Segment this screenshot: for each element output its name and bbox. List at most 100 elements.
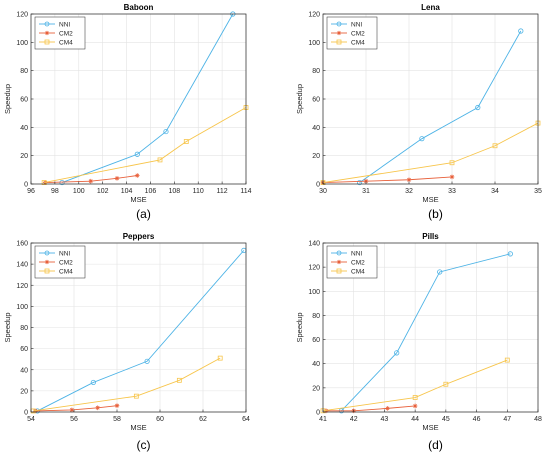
- y-tick-label: 40: [312, 125, 320, 132]
- y-tick-label: 80: [20, 68, 28, 75]
- data-point-nni: [394, 350, 400, 356]
- y-tick-label: 100: [16, 304, 28, 311]
- y-tick-label: 60: [20, 97, 28, 104]
- x-tick-label: 42: [350, 416, 358, 423]
- x-tick-label: 60: [156, 416, 164, 423]
- x-tick-label: 47: [503, 416, 511, 423]
- data-point-cm4: [449, 160, 455, 166]
- x-tick-label: 32: [405, 188, 413, 195]
- x-tick-label: 30: [319, 188, 327, 195]
- x-tick-label: 41: [319, 416, 327, 423]
- data-point-cm2: [385, 406, 390, 411]
- series-line-nni: [37, 250, 245, 412]
- data-point-nni: [134, 151, 140, 157]
- data-point-cm2: [69, 407, 75, 413]
- series-line-cm4: [322, 122, 539, 184]
- x-tick-label: 114: [240, 188, 251, 195]
- x-tick-label: 34: [491, 188, 499, 195]
- series-line-cm4: [33, 357, 221, 412]
- y-tick-label: 20: [20, 388, 28, 395]
- y-tick-label: 60: [312, 337, 320, 344]
- y-tick-label: 80: [312, 68, 320, 75]
- x-tick-label: 64: [242, 416, 250, 423]
- x-tick-label: 62: [199, 416, 207, 423]
- y-axis-label: Speedup: [295, 312, 304, 342]
- legend-marker: [336, 250, 342, 256]
- data-point-cm2: [88, 178, 94, 184]
- y-tick-label: 20: [312, 153, 320, 160]
- data-point-cm4: [412, 395, 418, 400]
- y-tick-label: 120: [16, 12, 28, 19]
- legend-marker: [44, 259, 50, 265]
- legend: NNI CM2 CM4: [34, 16, 86, 50]
- x-tick-label: 33: [448, 188, 456, 195]
- x-axis-label: MSE: [422, 423, 438, 432]
- x-tick-label: 112: [217, 188, 228, 195]
- x-tick-label: 58: [113, 416, 121, 423]
- subfigure-caption: (d): [428, 438, 443, 452]
- x-tick-label: 54: [27, 416, 35, 423]
- y-tick-label: 60: [20, 346, 28, 353]
- data-point-nni: [90, 379, 96, 386]
- data-point-nni: [475, 104, 481, 111]
- x-tick-label: 102: [97, 188, 109, 195]
- data-point-cm2: [412, 403, 418, 409]
- series-line-cm2: [35, 405, 118, 412]
- y-axis-label: Speedup: [295, 84, 304, 114]
- data-point-cm4: [492, 143, 498, 149]
- subfigure-caption: (a): [136, 207, 151, 221]
- chart-title: Peppers: [123, 232, 155, 241]
- y-tick-label: 140: [16, 262, 28, 269]
- x-tick-label: 43: [381, 416, 389, 423]
- y-tick-label: 40: [20, 367, 28, 374]
- x-axis-label: MSE: [130, 423, 146, 432]
- x-tick-label: 56: [70, 416, 78, 423]
- legend-label: CM4: [351, 269, 365, 276]
- subfigure-caption: (c): [137, 438, 151, 452]
- x-tick-label: 106: [145, 188, 157, 195]
- series-line-nni: [61, 13, 234, 184]
- legend-label: CM2: [59, 260, 73, 267]
- y-tick-label: 100: [308, 289, 320, 296]
- chart-title: Baboon: [124, 3, 154, 12]
- data-point-cm4: [133, 393, 139, 399]
- data-point-nni: [419, 136, 425, 142]
- data-point-nni: [437, 269, 443, 275]
- data-point-cm4: [504, 357, 510, 363]
- chart-title: Lena: [421, 3, 440, 12]
- legend: NNI CM2 CM4: [326, 16, 378, 50]
- data-point-cm2: [114, 176, 120, 181]
- data-point-cm4: [157, 157, 163, 163]
- legend-marker: [44, 250, 50, 256]
- legend-marker: [44, 21, 50, 27]
- y-tick-label: 100: [16, 40, 28, 47]
- legend-label: NNI: [59, 251, 70, 258]
- x-tick-label: 48: [534, 416, 542, 423]
- y-tick-label: 0: [316, 410, 320, 417]
- legend-label: CM4: [59, 269, 73, 276]
- subfigure-caption: (b): [428, 207, 443, 221]
- legend-label: CM2: [351, 260, 365, 267]
- data-point-nni: [163, 128, 169, 135]
- legend-marker: [336, 259, 342, 265]
- legend-marker: [336, 21, 342, 27]
- chart-panel: 96 98 100 102 104 106 108 110 112 114 0 20 40 60 80 100…: [3, 3, 252, 221]
- data-point-cm2: [363, 178, 369, 184]
- x-tick-label: 96: [27, 188, 35, 195]
- axes-box: [322, 242, 539, 413]
- y-tick-label: 0: [24, 410, 28, 417]
- data-point-cm2: [406, 177, 412, 183]
- legend-marker: [336, 30, 342, 36]
- data-point-nni: [507, 251, 513, 257]
- y-tick-label: 60: [312, 97, 320, 104]
- data-point-cm4: [443, 381, 449, 387]
- x-tick-label: 98: [51, 188, 59, 195]
- x-tick-label: 35: [534, 188, 542, 195]
- x-tick-label: 44: [411, 416, 419, 423]
- data-point-nni: [59, 179, 65, 186]
- legend: NNI CM2 CM4: [326, 245, 378, 279]
- y-tick-label: 40: [20, 125, 28, 132]
- series-line-cm4: [322, 359, 508, 412]
- y-tick-label: 120: [16, 283, 28, 290]
